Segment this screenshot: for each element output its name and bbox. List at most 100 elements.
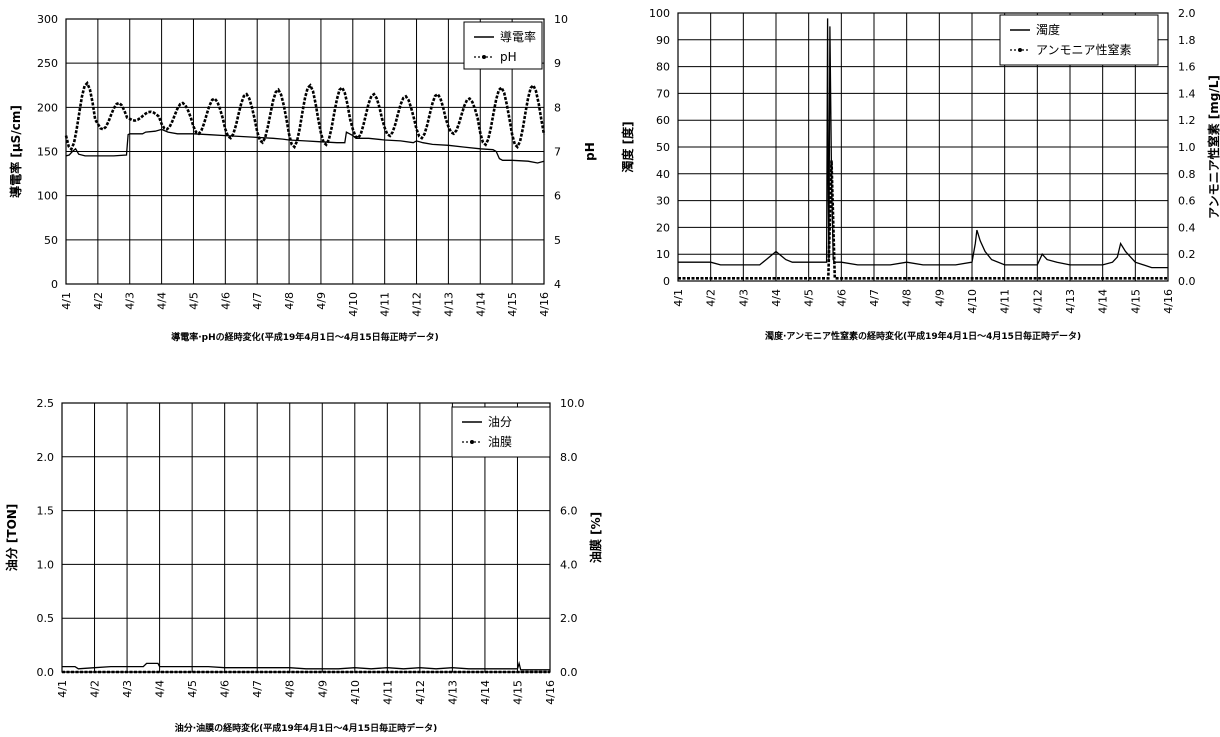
y2-tick-label: 6.0 bbox=[560, 505, 578, 518]
y-tick-label: 50 bbox=[44, 234, 58, 247]
y-tick-label: 2.0 bbox=[37, 451, 55, 464]
chart-conductivity-ph: 4/1 4/2 4/3 4/4 4/5 4/6 4/7 4/8 4/9 4/10 4/11 4/12 4… bbox=[8, 13, 597, 343]
y-tick-label: 100 bbox=[649, 7, 670, 20]
x-tick-label: 4/1 bbox=[56, 680, 69, 698]
x-tick-label: 4/4 bbox=[154, 680, 167, 698]
x-tick-label: 4/1 bbox=[60, 292, 73, 310]
series-line bbox=[678, 160, 1168, 280]
x-tick-label: 4/16 bbox=[538, 292, 551, 317]
series-line bbox=[64, 80, 546, 152]
x-tick-label: 4/14 bbox=[1097, 289, 1110, 314]
y2-axis-label: アンモニア性窒素 [mg/L] bbox=[1206, 75, 1220, 219]
x-tick-label: 4/8 bbox=[901, 289, 914, 307]
legend-marker bbox=[482, 55, 486, 59]
x-tick-label: 4/15 bbox=[1129, 289, 1142, 314]
x-tick-label: 4/9 bbox=[316, 680, 329, 698]
x-tick-label: 4/11 bbox=[379, 292, 392, 317]
legend-box bbox=[463, 21, 543, 70]
y2-tick-label: 8.0 bbox=[560, 451, 578, 464]
x-tick-label: 4/4 bbox=[156, 292, 169, 310]
y-axis-label: 導電率 [μS/cm] bbox=[8, 105, 23, 198]
plot-frame bbox=[677, 12, 1169, 282]
chart-caption: 油分·油膜の経時変化(平成19年4月1日～4月15日毎正時データ) bbox=[175, 722, 437, 734]
y2-tick-label: 0.2 bbox=[1178, 248, 1196, 261]
y2-tick-label: 1.8 bbox=[1178, 34, 1196, 47]
x-tick-label: 4/12 bbox=[414, 680, 427, 705]
y2-tick-label: 4.0 bbox=[560, 558, 578, 571]
x-tick-label: 4/7 bbox=[251, 292, 264, 310]
x-tick-label: 4/6 bbox=[835, 289, 848, 307]
x-tick-label: 4/10 bbox=[966, 289, 979, 314]
legend-label: アンモニア性窒素 bbox=[1036, 42, 1132, 57]
y-tick-label: 1.0 bbox=[37, 558, 55, 571]
x-tick-label: 4/11 bbox=[381, 680, 394, 705]
y-tick-label: 50 bbox=[656, 141, 670, 154]
x-tick-label: 4/3 bbox=[737, 289, 750, 307]
x-tick-label: 4/1 bbox=[672, 289, 685, 307]
x-tick-label: 4/15 bbox=[511, 680, 524, 705]
y-tick-label: 0 bbox=[51, 278, 58, 291]
y2-tick-label: 10 bbox=[554, 13, 568, 26]
x-tick-label: 4/13 bbox=[446, 680, 459, 705]
y-tick-label: 0 bbox=[663, 275, 670, 288]
y2-tick-label: 10.0 bbox=[560, 397, 585, 410]
x-tick-label: 4/3 bbox=[121, 680, 134, 698]
x-tick-label: 4/3 bbox=[124, 292, 137, 310]
y2-tick-label: 5 bbox=[554, 234, 561, 247]
x-tick-label: 4/6 bbox=[219, 680, 232, 698]
legend-marker bbox=[470, 440, 474, 444]
y-tick-label: 250 bbox=[37, 57, 58, 70]
series-line bbox=[62, 660, 550, 671]
y2-tick-label: 0.0 bbox=[1178, 275, 1196, 288]
y-tick-label: 20 bbox=[656, 221, 670, 234]
y2-tick-label: 0.8 bbox=[1178, 168, 1196, 181]
legend-label: 油分 bbox=[488, 415, 512, 429]
x-tick-label: 4/9 bbox=[933, 289, 946, 307]
y2-axis-label: 油膜 [%] bbox=[588, 512, 603, 563]
y2-tick-label: 8 bbox=[554, 101, 561, 114]
y-tick-label: 300 bbox=[37, 13, 58, 26]
series-line bbox=[678, 18, 1168, 269]
x-tick-label: 4/14 bbox=[474, 292, 487, 317]
x-tick-label: 4/8 bbox=[284, 680, 297, 698]
legend-marker bbox=[1018, 48, 1022, 52]
legend-label: 濁度 bbox=[1036, 22, 1060, 37]
y2-tick-label: 9 bbox=[554, 57, 561, 70]
chart-caption: 導電率·pHの経時変化(平成19年4月1日～4月15日毎正時データ) bbox=[171, 331, 438, 343]
legend-label: pH bbox=[500, 50, 517, 64]
x-tick-label: 4/12 bbox=[411, 292, 424, 317]
legend-box bbox=[999, 14, 1159, 66]
y2-axis-label: pH bbox=[583, 142, 597, 161]
chart-turbidity-ammonia: 4/1 4/2 4/3 4/4 4/5 4/6 4/7 4/8 4/9 4/10 4/11 4/12 4… bbox=[620, 7, 1220, 342]
y2-tick-label: 1.0 bbox=[1178, 141, 1196, 154]
y-tick-label: 1.5 bbox=[37, 505, 55, 518]
x-tick-label: 4/5 bbox=[186, 680, 199, 698]
x-tick-label: 4/2 bbox=[89, 680, 102, 698]
y2-tick-label: 2.0 bbox=[560, 612, 578, 625]
x-tick-label: 4/11 bbox=[999, 289, 1012, 314]
x-tick-label: 4/13 bbox=[442, 292, 455, 317]
y-axis-label: 油分 [TON] bbox=[4, 504, 19, 572]
y-tick-label: 90 bbox=[656, 34, 670, 47]
x-tick-label: 4/15 bbox=[506, 292, 519, 317]
y2-tick-label: 0.0 bbox=[560, 666, 578, 679]
series-line bbox=[65, 128, 545, 164]
x-tick-label: 4/6 bbox=[219, 292, 232, 310]
y2-tick-label: 4 bbox=[554, 278, 561, 291]
x-tick-label: 4/2 bbox=[92, 292, 105, 310]
x-tick-label: 4/13 bbox=[1064, 289, 1077, 314]
y-tick-label: 70 bbox=[656, 87, 670, 100]
y2-tick-label: 6 bbox=[554, 190, 561, 203]
y2-tick-label: 1.6 bbox=[1178, 61, 1196, 74]
y-tick-label: 150 bbox=[37, 146, 58, 159]
x-tick-label: 4/10 bbox=[349, 680, 362, 705]
y2-tick-label: 0.4 bbox=[1178, 221, 1196, 234]
y-tick-label: 0.5 bbox=[37, 612, 55, 625]
y-tick-label: 30 bbox=[656, 195, 670, 208]
y2-tick-label: 7 bbox=[554, 146, 561, 159]
y-tick-label: 40 bbox=[656, 168, 670, 181]
y2-tick-label: 1.4 bbox=[1178, 87, 1196, 100]
y-tick-label: 2.5 bbox=[37, 397, 55, 410]
x-tick-label: 4/4 bbox=[770, 289, 783, 307]
